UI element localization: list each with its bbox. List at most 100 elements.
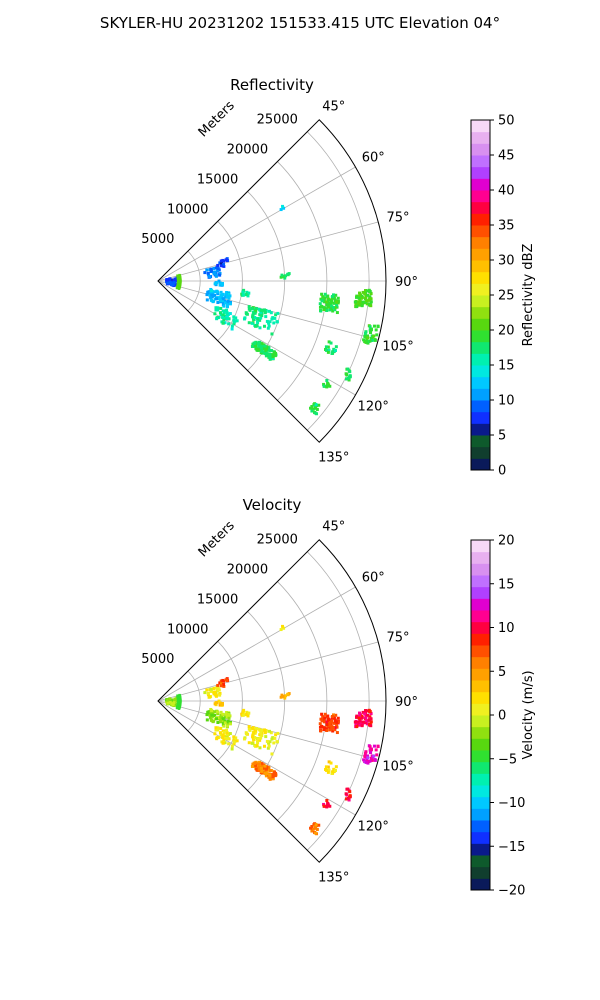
colorbar-swatch	[471, 761, 490, 774]
data-point	[324, 765, 328, 769]
data-point	[355, 305, 359, 309]
data-point	[268, 769, 272, 773]
data-point	[366, 754, 370, 758]
data-point	[368, 295, 372, 299]
colorbar-swatch	[471, 878, 490, 891]
data-point	[219, 681, 223, 685]
angular-gridline	[157, 166, 356, 282]
data-point	[326, 765, 330, 769]
colorbar-swatch	[471, 680, 490, 693]
data-point	[279, 275, 283, 279]
data-point	[212, 719, 216, 723]
angular-gridline	[157, 700, 356, 816]
data-point	[254, 347, 258, 351]
data-point	[367, 709, 371, 713]
radial-tick-label: 25000	[257, 533, 298, 548]
colorbar: 0 5 10 15 20 25 30 35 40 45 50 Reflectivity dBZ	[470, 114, 536, 479]
radial-tick-label: 15000	[197, 592, 238, 607]
data-point	[327, 721, 331, 725]
data-point	[214, 306, 218, 310]
data-point	[214, 273, 218, 277]
data-point	[224, 292, 228, 296]
data-point	[257, 762, 261, 766]
data-point	[219, 313, 223, 317]
radial-tick-label: 10000	[167, 202, 208, 217]
data-point	[251, 315, 255, 319]
colorbar-swatch	[471, 540, 490, 553]
data-point	[364, 296, 368, 300]
data-point	[327, 348, 331, 352]
data-point	[330, 727, 334, 731]
angle-tick-label: 135°	[318, 871, 349, 886]
data-point	[259, 764, 263, 768]
data-point	[206, 290, 210, 294]
data-point	[359, 716, 363, 720]
data-point	[273, 316, 277, 320]
data-point	[216, 308, 220, 312]
data-point	[346, 796, 350, 800]
data-point	[227, 742, 231, 746]
data-point	[369, 750, 373, 754]
velocity-panel: Velocity 5000 10000 15000 20000 25000 Meters 4…	[0, 490, 600, 910]
colorbar-swatch	[471, 155, 490, 168]
data-point	[364, 289, 368, 293]
data-point	[311, 407, 315, 411]
data-point	[166, 701, 170, 705]
data-point	[355, 715, 359, 719]
colorbar-swatch	[471, 131, 490, 144]
data-point	[219, 306, 223, 310]
data-point	[170, 702, 174, 706]
data-point	[364, 330, 368, 334]
data-point	[263, 311, 267, 315]
data-point	[257, 345, 261, 349]
data-point	[286, 692, 290, 696]
data-point	[361, 290, 365, 294]
data-point	[218, 693, 222, 697]
data-point	[212, 299, 216, 303]
data-point	[264, 735, 268, 739]
data-point	[335, 311, 339, 315]
data-point	[317, 823, 321, 827]
angular-gridline	[157, 221, 379, 282]
data-point	[268, 349, 272, 353]
data-point	[270, 332, 274, 336]
data-point	[314, 825, 318, 829]
data-point	[270, 737, 274, 741]
data-point	[226, 317, 230, 321]
data-point	[373, 338, 377, 342]
data-point	[332, 721, 336, 725]
data-point	[213, 270, 217, 274]
data-point	[263, 731, 267, 735]
colorbar-swatch	[471, 668, 490, 681]
data-point	[260, 314, 264, 318]
data-point	[265, 345, 269, 349]
data-point	[322, 802, 326, 806]
data-point	[227, 322, 231, 326]
colorbar-swatch	[471, 120, 490, 133]
data-point	[166, 281, 170, 285]
colorbar-swatch	[471, 341, 490, 354]
colorbar-tick-label: 15	[498, 359, 515, 374]
data-point	[259, 316, 263, 320]
data-point	[248, 308, 252, 312]
data-point	[205, 268, 209, 272]
data-point	[258, 318, 262, 322]
data-point	[332, 713, 336, 717]
data-point	[258, 326, 262, 330]
data-point	[205, 688, 209, 692]
colorbar-swatch	[471, 143, 490, 156]
data-point	[329, 761, 333, 765]
polar-frame	[157, 119, 387, 443]
colorbar-swatch	[471, 785, 490, 798]
data-point	[216, 687, 220, 691]
data-point	[205, 293, 209, 297]
colorbar-swatch	[471, 866, 490, 879]
data-point	[213, 732, 217, 736]
data-point	[212, 266, 216, 270]
data-point	[361, 720, 365, 724]
data-point	[206, 271, 210, 275]
colorbar-tick-label: −15	[498, 840, 525, 855]
data-point	[212, 270, 216, 274]
data-point	[228, 312, 232, 316]
data-point	[247, 711, 251, 715]
